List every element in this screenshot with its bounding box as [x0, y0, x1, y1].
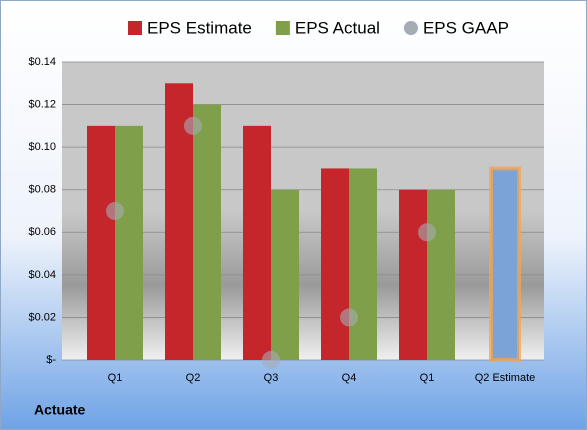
legend-label: EPS Estimate [147, 18, 252, 37]
gaap-dot [106, 202, 124, 220]
gaap-dot [262, 351, 280, 369]
bar [349, 168, 377, 360]
legend-label: EPS Actual [295, 18, 380, 37]
y-tick-label: $- [46, 354, 56, 366]
y-tick-label: $0.10 [28, 141, 56, 153]
bar [193, 104, 221, 360]
bar [321, 168, 349, 360]
gaap-dot [340, 308, 358, 327]
bar [399, 189, 427, 360]
y-tick-label: $0.06 [28, 226, 56, 238]
y-tick-label: $0.08 [28, 184, 56, 196]
bar [87, 125, 115, 360]
x-tick-label: Q2 Estimate [475, 372, 536, 384]
y-tick-label: $0.02 [28, 311, 56, 323]
y-tick-label: $0.04 [28, 269, 56, 281]
y-tick-label: $0.14 [28, 56, 56, 68]
x-tick-label: Q2 [186, 372, 201, 384]
x-tick-label: Q3 [264, 372, 279, 384]
footer: Actuate [34, 402, 86, 418]
x-tick-label: Q1 [420, 372, 435, 384]
gaap-dot [184, 116, 202, 135]
legend-marker [275, 21, 290, 35]
legend-label: EPS GAAP [423, 18, 509, 37]
y-tick-label: $0.12 [28, 98, 56, 110]
bar [115, 125, 143, 360]
legend-marker [403, 21, 418, 35]
bar [271, 189, 299, 360]
bar [243, 125, 271, 360]
gaap-dot [418, 223, 436, 242]
x-tick-label: Q4 [342, 372, 357, 384]
x-tick-label: Q1 [108, 372, 123, 384]
legend-marker [128, 21, 142, 35]
bar [427, 189, 455, 360]
bar [489, 166, 521, 362]
